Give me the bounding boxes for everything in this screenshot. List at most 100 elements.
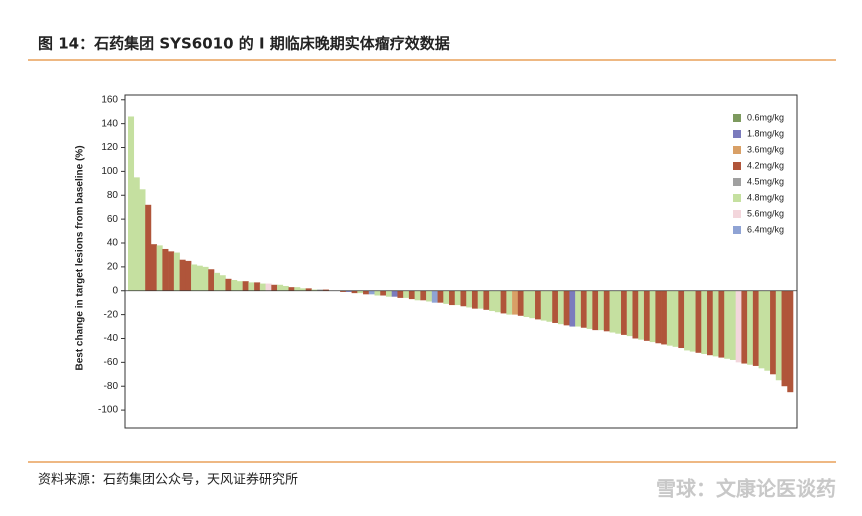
- bar: [185, 260, 192, 291]
- bar: [248, 282, 255, 291]
- bar: [162, 248, 169, 291]
- y-tick-label: 80: [107, 190, 119, 201]
- bar: [282, 285, 289, 291]
- bar: [775, 290, 782, 381]
- bar: [666, 290, 673, 346]
- bar: [311, 289, 318, 291]
- bar: [546, 290, 553, 322]
- bar: [649, 290, 656, 343]
- legend-swatch: [733, 194, 741, 202]
- y-tick-label: 0: [112, 285, 118, 296]
- bar: [460, 290, 467, 307]
- bar: [678, 290, 685, 349]
- legend-label: 5.6mg/kg: [747, 208, 784, 218]
- y-tick-label: -40: [104, 333, 119, 344]
- legend-swatch: [733, 130, 741, 138]
- bar: [500, 290, 507, 314]
- bar: [701, 290, 708, 354]
- y-axis-label: Best change in target lesions from basel…: [75, 145, 86, 370]
- bar: [741, 290, 748, 364]
- bar: [592, 290, 599, 331]
- y-tick-label: 140: [101, 118, 118, 129]
- bar: [512, 290, 519, 315]
- figure-title: 图 14：石药集团 SYS6010 的 I 期临床晚期实体瘤疗效数据: [38, 35, 450, 53]
- bar: [431, 290, 438, 303]
- bar: [305, 288, 312, 291]
- bar: [535, 290, 542, 320]
- bar: [621, 290, 628, 335]
- y-tick-label: -80: [104, 381, 119, 392]
- y-tick-label: 120: [101, 142, 118, 153]
- bar: [426, 290, 433, 302]
- bar: [707, 290, 714, 356]
- legend-label: 4.8mg/kg: [747, 192, 784, 202]
- bar: [150, 244, 157, 291]
- bar: [380, 290, 387, 296]
- bar: [552, 290, 559, 323]
- bar: [437, 290, 444, 303]
- bar: [202, 266, 209, 291]
- bar: [494, 290, 501, 313]
- bar: [506, 290, 513, 315]
- bar: [712, 290, 719, 357]
- y-tick-label: 60: [107, 214, 119, 225]
- plot-frame: [124, 94, 798, 429]
- bar: [563, 290, 570, 326]
- bar: [615, 290, 622, 334]
- bar: [133, 177, 140, 291]
- bar: [351, 290, 358, 294]
- bar: [684, 290, 691, 351]
- bar: [655, 290, 662, 344]
- bar: [156, 245, 163, 291]
- bar: [299, 288, 307, 291]
- legend-swatch: [733, 162, 741, 170]
- bar: [254, 282, 261, 291]
- bar: [168, 251, 175, 291]
- legend-label: 0.6mg/kg: [747, 112, 784, 122]
- legend-swatch: [733, 146, 741, 154]
- bar: [609, 290, 616, 333]
- bar: [219, 275, 226, 291]
- bar: [575, 290, 582, 327]
- y-tick-label: -60: [104, 357, 119, 368]
- bar: [443, 290, 450, 304]
- bar: [586, 290, 593, 329]
- bar: [408, 290, 415, 300]
- bar: [724, 290, 731, 359]
- watermark: 雪球：文康论医谈药: [656, 477, 836, 501]
- bar: [466, 290, 473, 308]
- bar: [317, 289, 324, 291]
- bar: [345, 290, 352, 292]
- bar: [489, 290, 496, 312]
- bar: [397, 290, 404, 298]
- legend-label: 1.8mg/kg: [747, 128, 784, 138]
- bar: [231, 280, 238, 291]
- bar: [580, 290, 587, 328]
- bar: [729, 290, 736, 360]
- bar: [454, 290, 461, 306]
- bar: [363, 290, 370, 295]
- bar: [173, 252, 180, 291]
- bar: [598, 290, 605, 331]
- bar: [340, 290, 347, 292]
- y-tick-label: -20: [104, 309, 119, 320]
- y-tick-label: 100: [101, 166, 118, 177]
- bar: [277, 284, 284, 291]
- bar: [569, 290, 576, 327]
- bar: [770, 290, 777, 375]
- legend-label: 6.4mg/kg: [747, 224, 784, 234]
- bar: [139, 189, 146, 291]
- bar: [225, 278, 232, 291]
- bar: [368, 290, 375, 295]
- bar: [540, 290, 547, 321]
- legend-label: 4.5mg/kg: [747, 176, 784, 186]
- bar: [357, 290, 364, 294]
- bar: [322, 289, 329, 291]
- legend-label: 3.6mg/kg: [747, 144, 784, 154]
- bar: [196, 265, 203, 291]
- y-tick-label: 160: [101, 94, 118, 105]
- bar: [179, 259, 186, 291]
- bar: [145, 204, 152, 291]
- bar: [643, 290, 650, 341]
